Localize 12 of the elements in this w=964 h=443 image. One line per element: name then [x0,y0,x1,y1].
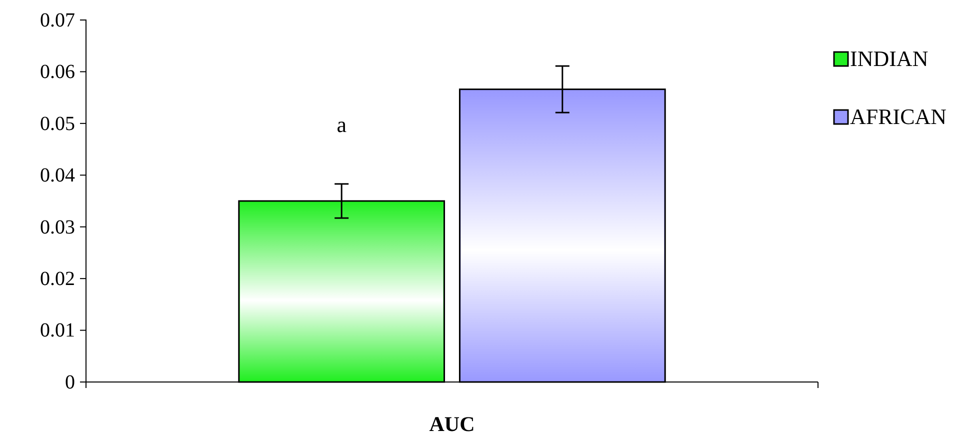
y-tick-label: 0 [65,371,75,394]
y-tick-label: 0.02 [40,268,75,290]
y-tick-label: 0.06 [40,61,75,84]
legend-label: AFRICAN [850,104,947,129]
y-tick-label: 0.05 [40,112,75,135]
annotation: a [336,112,347,137]
y-tick-label: 0.04 [40,164,75,187]
y-tick-label: 0.03 [40,216,75,238]
y-tick-label: 0.07 [40,9,75,32]
y-tick-label: 0.01 [40,320,75,342]
x-tick-label: AUC [429,412,475,436]
legend-label: INDIAN [850,46,928,71]
